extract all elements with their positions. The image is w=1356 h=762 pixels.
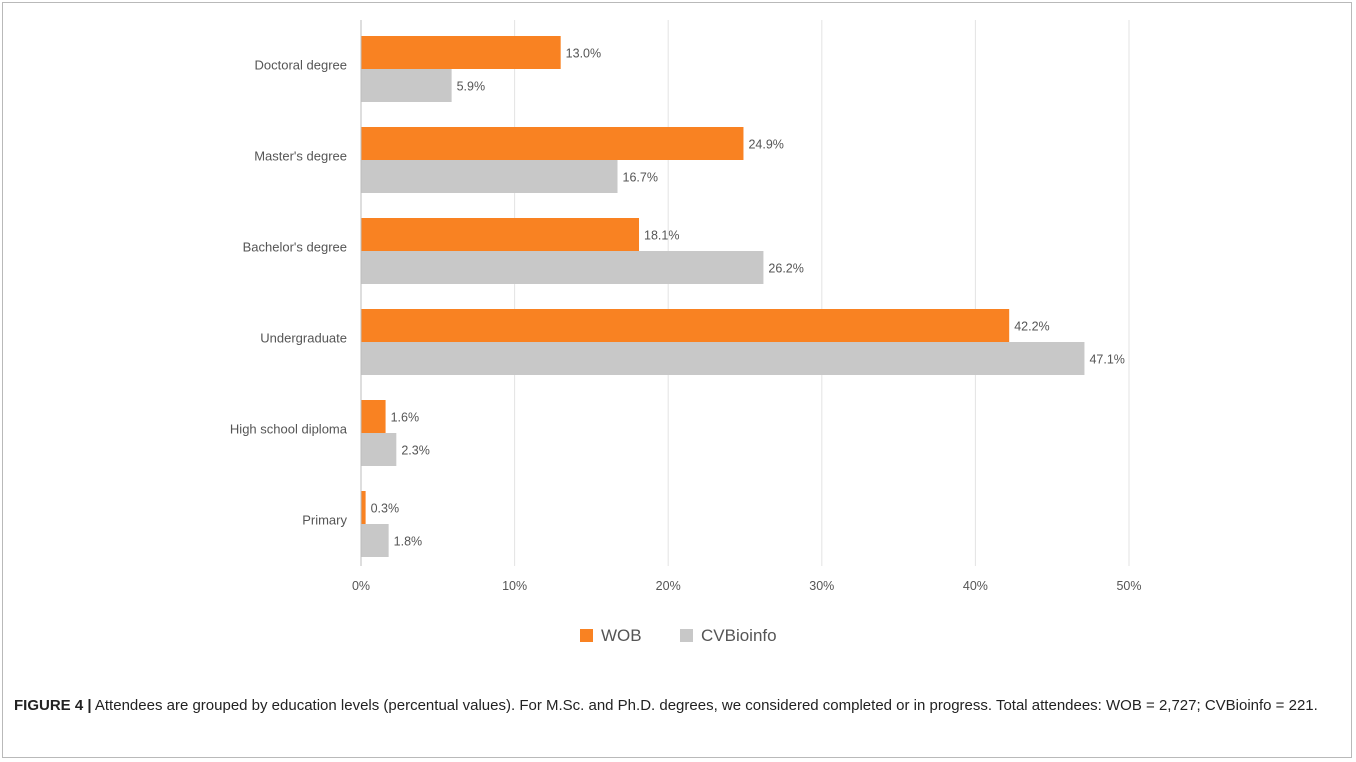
x-tick-label-1: 10% bbox=[502, 579, 527, 593]
bar-wob-4 bbox=[361, 400, 386, 433]
legend-label-cvbioinfo: CVBioinfo bbox=[701, 626, 777, 645]
bar-cvbioinfo-5 bbox=[361, 524, 389, 557]
bar-wob-5 bbox=[361, 491, 366, 524]
legend-swatch-cvbioinfo bbox=[680, 629, 693, 642]
caption-label: FIGURE 4 | bbox=[14, 697, 92, 714]
bar-wob-0 bbox=[361, 36, 561, 69]
category-label-5: Primary bbox=[302, 513, 347, 528]
bar-chart: 13.0% 5.9% Doctoral degree 24.9% 16.7% Master… bbox=[230, 20, 1142, 645]
figure-caption: FIGURE 4 | Attendees are grouped by educ… bbox=[14, 694, 1334, 718]
caption-text: Attendees are grouped by education level… bbox=[91, 697, 1318, 714]
category-label-0: Doctoral degree bbox=[255, 58, 348, 73]
x-tick-label-5: 50% bbox=[1116, 579, 1141, 593]
data-label-wob-5: 0.3% bbox=[371, 502, 400, 516]
category-label-3: Undergraduate bbox=[260, 331, 347, 346]
category-label-1: Master's degree bbox=[254, 149, 347, 164]
bar-cvbioinfo-4 bbox=[361, 433, 397, 466]
bar-cvbioinfo-1 bbox=[361, 160, 618, 193]
bar-wob-1 bbox=[361, 127, 744, 160]
category-label-2: Bachelor's degree bbox=[243, 240, 347, 255]
x-tick-label-3: 30% bbox=[809, 579, 834, 593]
bar-wob-3 bbox=[361, 309, 1010, 342]
x-tick-label-4: 40% bbox=[963, 579, 988, 593]
data-label-wob-3: 42.2% bbox=[1014, 320, 1049, 334]
data-label-cvbioinfo-2: 26.2% bbox=[768, 262, 803, 276]
category-label-4: High school diploma bbox=[230, 422, 348, 437]
data-label-wob-1: 24.9% bbox=[748, 138, 783, 152]
data-label-cvbioinfo-3: 47.1% bbox=[1089, 353, 1124, 367]
data-label-cvbioinfo-4: 2.3% bbox=[401, 444, 430, 458]
x-tick-label-2: 20% bbox=[656, 579, 681, 593]
bar-wob-2 bbox=[361, 218, 640, 251]
x-tick-label-0: 0% bbox=[352, 579, 370, 593]
legend-label-wob: WOB bbox=[601, 626, 642, 645]
bar-cvbioinfo-2 bbox=[361, 251, 764, 284]
data-label-cvbioinfo-1: 16.7% bbox=[623, 171, 658, 185]
legend-swatch-wob bbox=[580, 629, 593, 642]
data-label-wob-4: 1.6% bbox=[391, 411, 420, 425]
data-label-cvbioinfo-0: 5.9% bbox=[457, 80, 486, 94]
bar-cvbioinfo-0 bbox=[361, 69, 452, 102]
data-label-wob-0: 13.0% bbox=[566, 47, 601, 61]
data-label-wob-2: 18.1% bbox=[644, 229, 679, 243]
bar-cvbioinfo-3 bbox=[361, 342, 1085, 375]
data-label-cvbioinfo-5: 1.8% bbox=[394, 535, 423, 549]
